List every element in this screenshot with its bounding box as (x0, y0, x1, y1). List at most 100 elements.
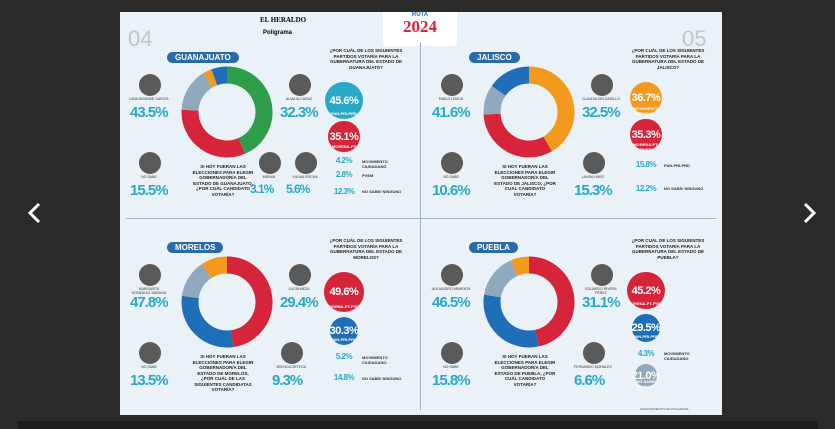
donut-segment (211, 66, 228, 86)
candidate-name: LIBIA DENNISE GARCÍA (129, 97, 169, 101)
party-name: PAN-PRI-PRD (331, 111, 357, 117)
party-question: ¿POR CUÁL DE LOS SIGUIENTES PARTIDOS VOT… (631, 238, 705, 260)
donut-segment (181, 109, 246, 158)
candidate-photo (591, 264, 613, 286)
donut-segment (483, 113, 552, 158)
party-bubble: 14.8% (333, 372, 355, 382)
candidate-name: MARGARITA GONZÁLEZ SARAVIA (131, 287, 167, 295)
candidate-photo (583, 342, 605, 364)
candidate-pct: 43.5% (130, 104, 169, 121)
party-name: MOVIMIENTO CIUDADANO (633, 106, 659, 117)
candidate-photo (289, 264, 311, 286)
party-bubble: 45.2% (627, 272, 665, 310)
footer-note: LEVANTAMIENTO DE POLIGRAMA (640, 407, 689, 411)
candidate-name: NO SABE (443, 365, 459, 369)
candidate-photo (441, 152, 463, 174)
party-bubble: 21.0% (632, 364, 661, 387)
page-number: 04 (128, 26, 153, 51)
party-question: ¿POR CUÁL DE LOS SIGUIENTES PARTIDOS VOT… (329, 238, 403, 260)
candidate-name: CLAUDIA DELGADILLO (582, 97, 620, 101)
donut-segment (491, 66, 530, 97)
party-bubble: 5.2% (335, 351, 353, 361)
candidate-pct: 31.1% (582, 294, 621, 311)
brand: EL HERALDO (260, 16, 307, 24)
panel: PUEBLA ALEJANDRO ARMENTA 46.5% EDUARDO RIVE… (424, 224, 722, 412)
donut-segment (528, 256, 575, 347)
candidate-pct: 32.5% (582, 104, 621, 121)
brand-sub: Poligrama (263, 30, 293, 36)
candidate-name: EDUARDO RIVERA PÉREZ (585, 287, 617, 295)
donut-segment (510, 256, 530, 277)
donut-segment (483, 85, 506, 115)
candidate-photo (139, 74, 161, 96)
candidate-name: JESSICA ORTEGA (275, 365, 307, 369)
candidate-name: NO SABE (141, 175, 157, 179)
candidate-name: LUCÍA MEZA (288, 287, 310, 291)
panel: GUANAJUATO LIBIA DENNISE GARCÍA 43.5% ALMA … (122, 34, 420, 222)
question: SI HOY FUERAN LAS ELECCIONES PARA ELEGIR… (494, 164, 556, 197)
party-name: PAN-PRI-PRD (331, 336, 357, 342)
candidate-pct: 46.5% (432, 294, 471, 311)
candidate-name: FERNANDO MORALES (574, 365, 612, 369)
donut-segment (181, 295, 234, 348)
party-name: MORENA-PT-PVEM (627, 301, 665, 307)
candidate-name: NO SABE (141, 365, 157, 369)
candidate-name: NO SABE (443, 175, 459, 179)
candidate-pct: 5.6% (286, 182, 310, 196)
party-bubble: 30.3% (330, 316, 359, 345)
panel: MORELOS MARGARITA GONZÁLEZ SARAVIA 47.8% LU… (122, 224, 420, 412)
party-bubble: 12.2% (635, 183, 657, 193)
party-name: NO SABE/ NINGUNO (664, 186, 704, 192)
candidate-photo (139, 152, 161, 174)
party-bubble: 49.6% (324, 272, 364, 312)
party-bubble: 45.6% (325, 82, 363, 120)
candidate-name: YULMA ROCHA (292, 175, 318, 179)
party-name: PAN-PRI-PRD (664, 162, 690, 168)
candidate-photo (289, 74, 311, 96)
donut (483, 66, 575, 158)
party-name: MORENA-PT (331, 144, 357, 150)
candidate-pct: 13.5% (130, 372, 169, 389)
party-bubble: 12.3% (333, 186, 355, 196)
candidate-pct: 15.5% (130, 182, 169, 199)
party-bubble: 4.2% (335, 156, 353, 166)
donut-segment (226, 66, 273, 154)
donut-segment (181, 73, 213, 112)
party-bubble: 35.3% (630, 119, 662, 151)
candidate-photo (441, 342, 463, 364)
prev-arrow[interactable] (24, 200, 46, 226)
bottom-bar (18, 421, 818, 429)
donut-segment (201, 256, 228, 279)
candidate-name: ALMA ALCARAZ (285, 97, 313, 101)
party-name: PAN-PRI-PRD (633, 333, 659, 339)
region-tag: GUANAJUATO (167, 52, 239, 63)
infographic: 04 05 EL HERALDO Poligrama RUTA 2024 LEV… (120, 12, 722, 415)
party-bubble: 4.3% (637, 348, 655, 358)
party-bubble: 35.1% (328, 121, 360, 153)
party-bubble: 15.8% (635, 160, 657, 170)
candidate-name: ALEJANDRO ARMENTA (431, 287, 471, 291)
donut-segment (484, 260, 518, 298)
candidate-pct: 41.6% (432, 104, 471, 121)
donut-segment (203, 69, 218, 88)
region-tag: PUEBLA (469, 242, 518, 253)
divider (126, 218, 716, 219)
party-name: MOVIMIENTO CIUDADANO (362, 158, 388, 169)
next-arrow[interactable] (798, 200, 820, 226)
candidate-photo (139, 342, 161, 364)
candidate-photo (281, 342, 303, 364)
candidate-photo (441, 264, 463, 286)
donut-segment (528, 66, 575, 152)
candidate-name: PABLO LEMUS (438, 97, 464, 101)
question: SI HOY FUERAN LAS ELECCIONES PARA ELEGIR… (494, 354, 556, 387)
candidate-pct: 6.6% (574, 372, 605, 389)
region-tag: JALISCO (469, 52, 520, 63)
party-bubble: 29.5% (632, 314, 661, 342)
party-name: NO SABE/ NINGUNO (636, 379, 656, 389)
party-name: NO SABE/ NINGUNO (362, 189, 402, 195)
logo-ruta: RUTA (411, 12, 429, 18)
candidate-pct: 3.1% (250, 182, 274, 196)
candidate-pct: 32.3% (280, 104, 319, 121)
donut-segment (181, 264, 212, 299)
